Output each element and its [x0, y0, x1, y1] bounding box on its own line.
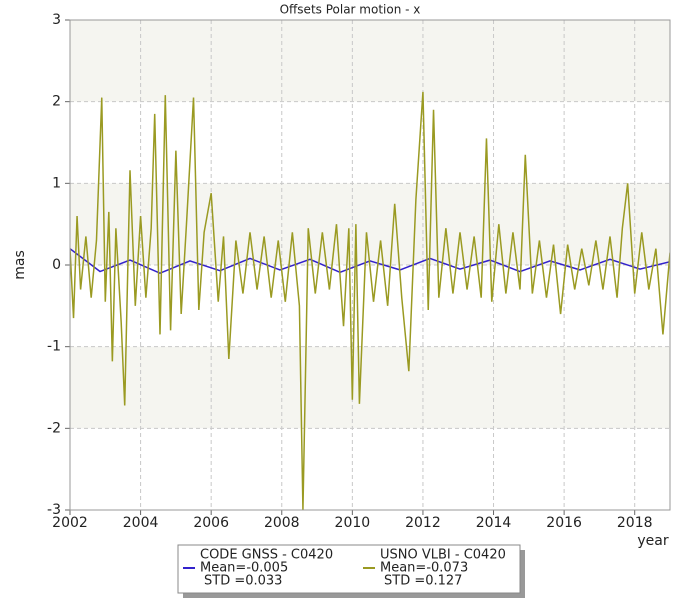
legend-stat: Mean=-0.073: [380, 561, 468, 576]
x-tick-label: 2010: [335, 515, 371, 531]
y-tick-label: -1: [47, 339, 61, 355]
x-tick-label: 2016: [546, 515, 582, 531]
band: [70, 183, 670, 265]
plot-area: [70, 91, 670, 510]
band: [70, 346, 670, 429]
x-tick-label: 2012: [405, 515, 441, 531]
plot-frame: [69, 19, 671, 511]
series-line: [70, 91, 670, 510]
y-tick-label: 2: [52, 94, 61, 110]
y-tick-label: -3: [47, 502, 61, 518]
plot-background: [70, 20, 670, 510]
legend: [177, 544, 521, 594]
x-axis-label: year: [637, 533, 668, 549]
legend-label: USNO VLBI - C0420: [380, 548, 506, 563]
band: [70, 20, 670, 102]
chart-title: Offsets Polar motion - x: [280, 3, 421, 17]
y-tick-label: 0: [52, 257, 61, 273]
x-tick-label: 2002: [52, 515, 88, 531]
legend-stat: STD =0.033: [204, 574, 282, 589]
band: [70, 428, 670, 510]
y-tick-label: 1: [52, 175, 61, 191]
legend-stat: Mean=-0.005: [200, 561, 288, 576]
x-tick-label: 2006: [193, 515, 229, 531]
y-tick-label: 3: [52, 12, 61, 28]
x-tick-label: 2004: [123, 515, 159, 531]
y-axis-label: mas: [12, 250, 28, 280]
legend-label: CODE GNSS - C0420: [200, 548, 333, 563]
band: [70, 101, 670, 184]
legend-stat: STD =0.127: [384, 574, 462, 589]
x-tick-label: 2008: [264, 515, 300, 531]
y-tick-label: -2: [47, 420, 61, 436]
x-tick-label: 2014: [476, 515, 512, 531]
x-tick-label: 2018: [617, 515, 653, 531]
